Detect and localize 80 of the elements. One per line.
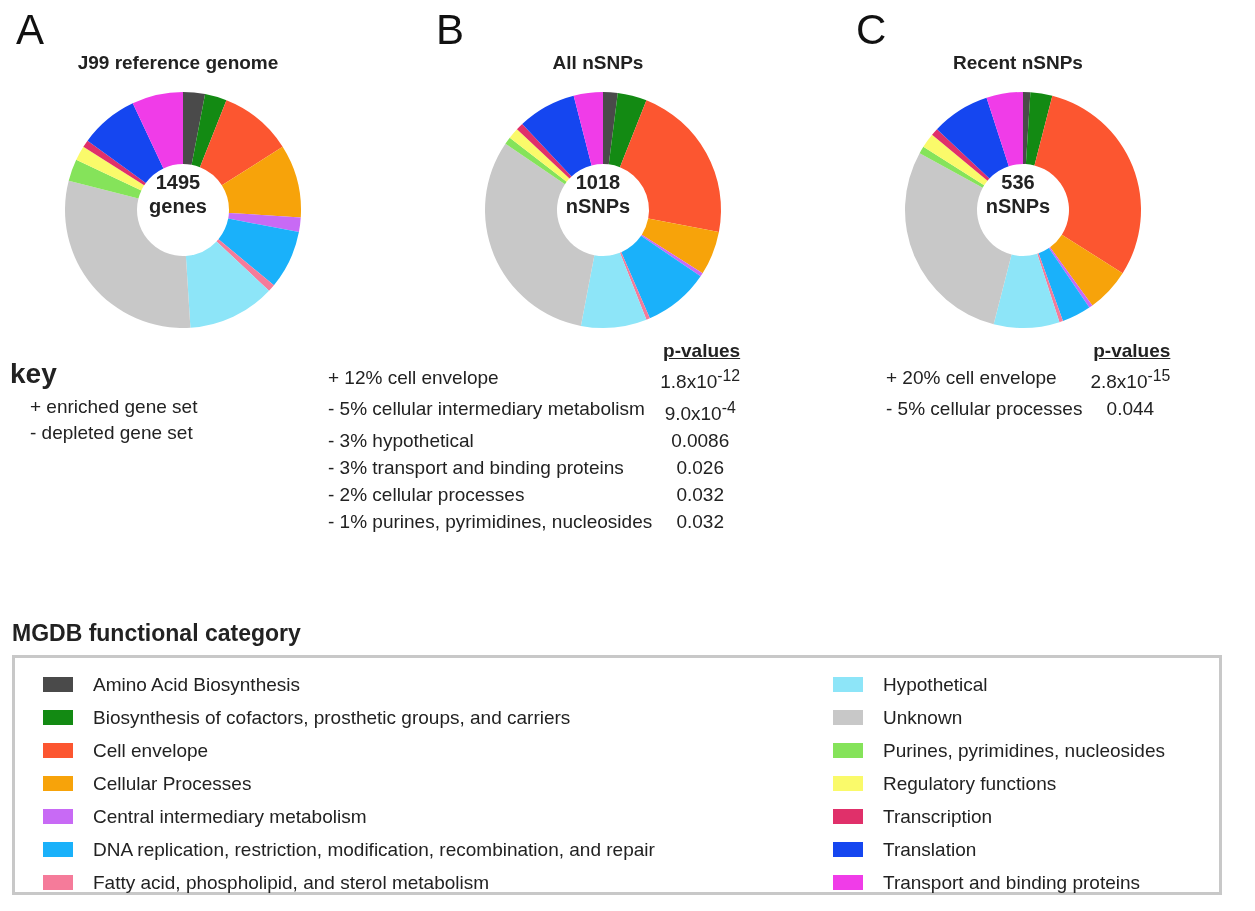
text: B <box>436 6 465 54</box>
legend-label: Unknown <box>883 706 963 729</box>
donut-slice <box>1037 253 1063 323</box>
text: - 5% cellular processes <box>886 398 1083 420</box>
donut-slice <box>218 218 299 286</box>
donut-slice <box>68 159 142 199</box>
donut-slice <box>185 241 270 328</box>
legend-label: Fatty acid, phospholipid, and sterol metabolism <box>93 871 490 894</box>
text: 1018 nSNPs <box>564 170 632 218</box>
legend-label: Regulatory functions <box>883 772 1057 795</box>
chart-title: All nSNPs <box>551 52 645 74</box>
legend-label: Transcription <box>883 805 993 828</box>
donut-slice <box>199 100 283 186</box>
donut-slice <box>221 146 301 218</box>
text: - 3% transport and binding proteins <box>328 456 624 478</box>
donut-slice <box>641 218 719 274</box>
donut-slice <box>1025 92 1053 166</box>
text: + 12% cell envelope <box>328 367 499 388</box>
donut-slice <box>216 239 274 291</box>
text: A <box>16 6 45 54</box>
donut-slice <box>228 212 301 233</box>
donut-slice <box>608 92 647 168</box>
donut-slice <box>132 92 183 169</box>
text: 0.032 <box>676 483 724 505</box>
donut-slice <box>573 92 603 166</box>
donut-slice <box>505 137 567 185</box>
text: 1.8x10$^{-12}$ <box>660 367 741 393</box>
donut-slice <box>1050 234 1123 306</box>
legend-label: Biosynthesis of cofactors, prosthetic groups, and carriers <box>93 706 571 729</box>
text: 0.032 <box>676 510 724 532</box>
legend-label: Cellular Processes <box>93 772 252 795</box>
text: 2.8x10$^{-15}$ <box>1090 367 1171 393</box>
donut-slice <box>986 92 1023 167</box>
chart-title: Recent nSNPs <box>952 52 1084 74</box>
donut-slice <box>509 129 570 182</box>
text: - 2% cellular processes <box>328 483 525 505</box>
donut-slice <box>1023 92 1031 165</box>
donut-slice <box>522 95 592 177</box>
legend-label: Translation <box>883 838 977 861</box>
text: 0.0086 <box>671 429 730 451</box>
donut-slice <box>619 252 650 320</box>
text: - 3% hypothetical <box>328 429 474 451</box>
text: p-values <box>1093 340 1171 361</box>
donut-slice <box>919 146 985 188</box>
legend-title: MGDB functional category <box>12 620 302 647</box>
legend-label: Hypothetical <box>883 673 988 696</box>
text: - 1% purines, pyrimidines, nucleosides <box>328 510 653 532</box>
text: C <box>856 6 887 54</box>
text: + enriched gene set <box>30 396 198 417</box>
donut-slice <box>923 134 988 186</box>
donut-slice <box>932 129 990 181</box>
text: 1495 genes <box>148 170 208 218</box>
text: + 20% cell envelope <box>886 367 1057 388</box>
legend-label: Amino Acid Biosynthesis <box>93 673 300 696</box>
text: 536 nSNPs <box>984 170 1052 218</box>
donut-slice <box>1038 248 1090 322</box>
donut-slice <box>183 92 206 165</box>
donut-slice <box>76 146 145 191</box>
text: 0.044 <box>1106 398 1155 420</box>
text: - depleted gene set <box>30 422 193 443</box>
donut-slice <box>1048 247 1093 308</box>
text: key <box>10 358 58 390</box>
legend-label: Central intermediary metabolism <box>93 805 367 828</box>
donut-slice <box>603 92 618 165</box>
donut-slice <box>516 123 572 179</box>
legend-label: Purines, pyrimidines, nucleosides <box>883 739 1165 762</box>
legend-label: Cell envelope <box>93 739 209 762</box>
donut-slice <box>621 235 701 319</box>
text: 9.0x10$^{-4}$ <box>664 398 736 424</box>
donut-slice <box>993 253 1060 328</box>
donut-slice <box>641 234 703 277</box>
chart-title: J99 reference genome <box>76 52 280 74</box>
legend-label: DNA replication, restriction, modification, recombination, and repair <box>93 838 655 861</box>
text: 0.026 <box>676 456 724 478</box>
legend-label: Transport and binding proteins <box>883 871 1141 894</box>
text: p-values <box>663 340 741 361</box>
donut-slice <box>191 94 227 168</box>
donut-slice <box>83 140 146 186</box>
donut-slice <box>580 252 647 328</box>
text: - 5% cellular intermediary metabolism <box>328 398 645 420</box>
